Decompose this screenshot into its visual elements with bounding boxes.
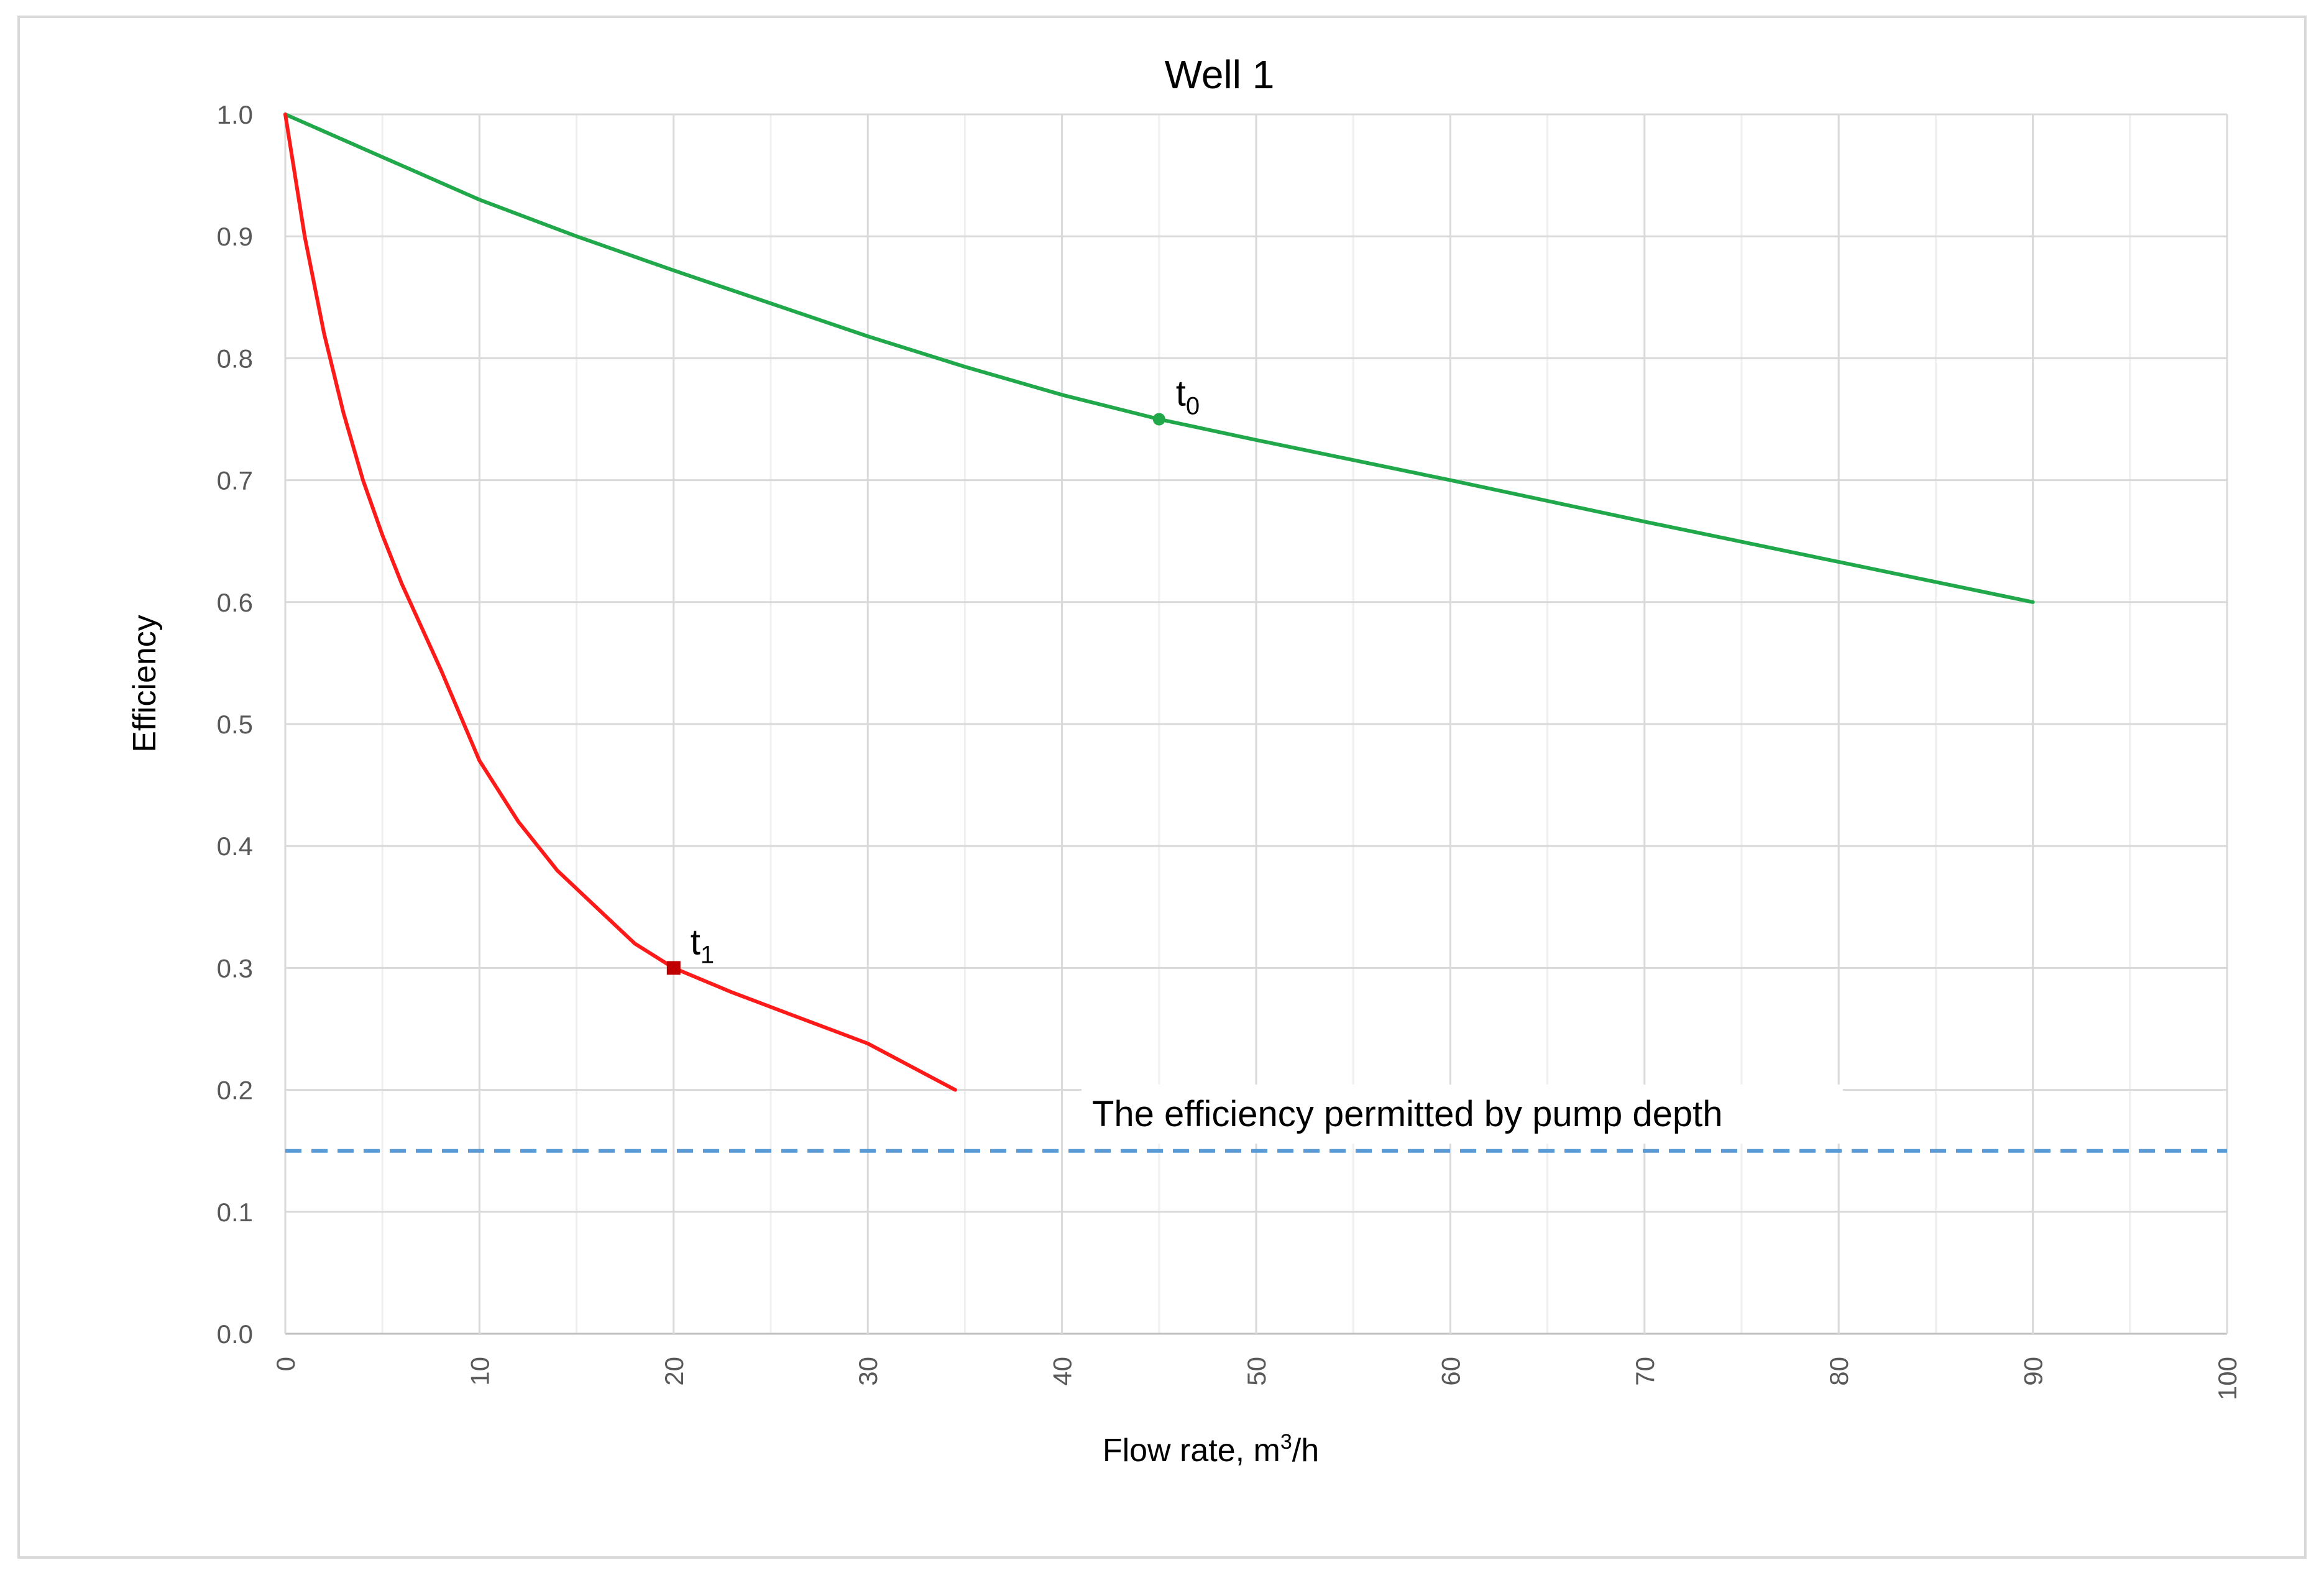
y-tick-label: 0.3	[217, 953, 253, 983]
reference-label-background	[1082, 1085, 1843, 1144]
x-tick-label: 40	[1048, 1357, 1077, 1386]
x-axis-label-sup: 3	[1280, 1430, 1292, 1454]
reference-line-label: The efficiency permitted by pump depth	[1092, 1094, 1723, 1134]
major-gridlines	[284, 113, 2228, 1335]
y-tick-label: 0.8	[217, 344, 253, 373]
y-tick-label: 0.9	[217, 222, 253, 251]
y-tick-label: 0.2	[217, 1076, 253, 1105]
y-tick-label: 0.5	[217, 710, 253, 739]
chart-frame	[17, 16, 2307, 1559]
series-group	[283, 112, 2035, 1092]
y-tick-label: 0.7	[217, 466, 253, 495]
y-tick-label: 0.6	[217, 588, 253, 617]
y-tick-label: 0.4	[217, 832, 253, 861]
x-axis-label-main: Flow rate, m	[1103, 1433, 1280, 1469]
x-tick-label: 70	[1630, 1357, 1660, 1386]
x-tick-label: 90	[2019, 1357, 2048, 1386]
y-tick-label: 0.0	[217, 1319, 253, 1349]
y-axis-tick-labels: 0.0 0.1 0.2 0.3 0.4 0.5 0.6 0.7 0.8 0.9 1.0	[217, 100, 253, 1349]
chart-title: Well 1	[1165, 52, 1275, 97]
point-label-t0: t0	[1176, 374, 1200, 420]
series-line-1	[283, 112, 2035, 604]
point-marker-t0	[1152, 413, 1165, 426]
point-label-t1: t1	[691, 922, 714, 968]
y-tick-label: 1.0	[217, 100, 253, 129]
x-tick-label: 10	[465, 1357, 494, 1386]
series-line-2	[283, 112, 957, 1092]
point-marker-t1	[666, 961, 681, 975]
x-tick-label: 100	[2213, 1357, 2242, 1400]
y-axis-label: Efficiency	[127, 615, 163, 753]
x-tick-label: 20	[659, 1357, 689, 1386]
reference-line-group: The efficiency permitted by pump depth	[285, 1085, 2227, 1153]
x-tick-label: 60	[1436, 1357, 1465, 1386]
annotation-group: t0 t1	[666, 374, 1200, 975]
y-tick-label: 0.1	[217, 1198, 253, 1227]
x-tick-label: 80	[1824, 1357, 1853, 1386]
x-axis-tick-labels: 0 10 20 30 40 50 60 70 80 90 100	[271, 1357, 2242, 1400]
x-axis-label: Flow rate, m3/h	[1103, 1430, 1319, 1469]
x-tick-label: 30	[853, 1357, 883, 1386]
x-tick-label: 50	[1242, 1357, 1271, 1386]
x-axis-label-tail: /h	[1292, 1433, 1319, 1469]
x-tick-label: 0	[271, 1357, 300, 1371]
